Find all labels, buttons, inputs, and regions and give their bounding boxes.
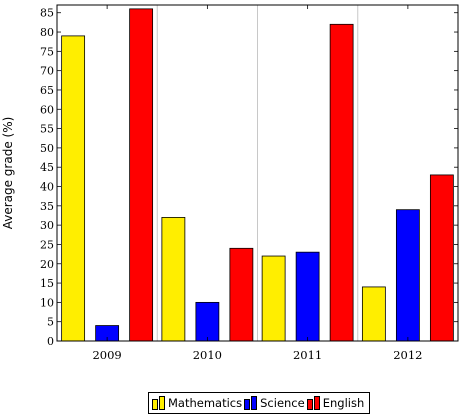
legend-item-science: Science (244, 395, 305, 410)
x-tick-label: 2009 (92, 348, 121, 362)
y-tick-label: 35 (40, 200, 54, 213)
legend-swatch-science (244, 395, 258, 410)
legend-swatch-english (306, 395, 321, 410)
bars (61, 8, 454, 342)
y-ticks: 0 5 10 15 20 25 30 35 40 45 50 55 60 65 70 75 80 85 (40, 7, 458, 348)
bar-mathematics-2012 (361, 286, 386, 342)
bar-mathematics-2010 (161, 217, 186, 342)
legend-label: English (322, 396, 365, 410)
legend-label: Science (260, 396, 305, 410)
y-tick-label: 85 (40, 7, 54, 20)
legend-item-mathematics: Mathematics (152, 395, 243, 410)
bar-english-2010 (229, 247, 254, 342)
bar-science-2011 (295, 251, 320, 342)
bar-mathematics-2011 (261, 255, 286, 342)
axes (56, 4, 459, 342)
y-tick-label: 55 (40, 123, 54, 136)
legend-item-english: English (306, 395, 365, 410)
y-tick-label: 15 (40, 277, 54, 290)
y-tick-label: 60 (40, 103, 54, 116)
y-tick-label: 50 (40, 142, 54, 155)
bar-english-2009 (129, 8, 154, 342)
y-tick-label: 25 (40, 238, 54, 251)
y-tick-label: 10 (40, 296, 54, 309)
y-tick-label: 75 (40, 45, 54, 58)
bar-mathematics-2009 (61, 35, 86, 342)
y-tick-label: 45 (40, 161, 54, 174)
y-tick-label: 80 (40, 26, 54, 39)
bar-english-2012 (429, 174, 454, 342)
x-tick-label: 2012 (393, 348, 422, 362)
x-tick-label: 2010 (193, 348, 222, 362)
y-tick-label: 70 (40, 65, 54, 78)
x-ticks: 2009 2010 2011 2012 (92, 5, 423, 362)
bar-science-2010 (195, 301, 220, 342)
y-tick-label: 65 (40, 84, 54, 97)
y-tick-label: 30 (40, 219, 54, 232)
x-tick-label: 2011 (293, 348, 322, 362)
bar-english-2011 (329, 23, 354, 342)
y-axis-label: Average grade (%) (1, 117, 15, 230)
category-separators (156, 5, 359, 341)
y-tick-label: 0 (47, 335, 54, 348)
legend-swatch-mathematics (152, 395, 166, 410)
legend: Mathematics Science English (148, 392, 371, 414)
y-tick-label: 40 (40, 181, 54, 194)
y-tick-label: 20 (40, 258, 54, 271)
y-tick-label: 5 (47, 316, 54, 329)
bar-science-2012 (395, 209, 420, 342)
plot-frame (56, 4, 459, 342)
legend-label: Mathematics (168, 396, 243, 410)
